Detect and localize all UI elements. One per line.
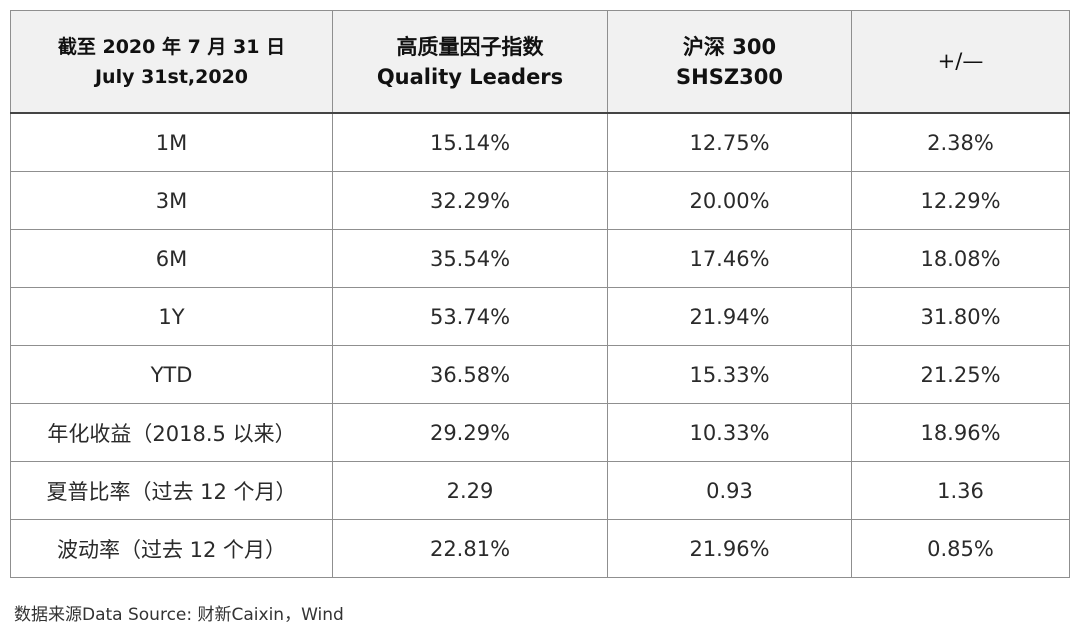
difference-value-cell: 1.36 (851, 461, 1070, 520)
quality-value-cell: 36.58% (332, 345, 608, 404)
quality-value-cell: 29.29% (332, 403, 608, 462)
table-row: 波动率（过去 12 个月） 22.81% 21.96% 0.85% (10, 519, 1070, 578)
header-shsz300: 沪深 300 SHSZ300 (607, 10, 852, 114)
table-row: 3M 32.29% 20.00% 12.29% (10, 171, 1070, 230)
header-date-cn: 截至 2020 年 7 月 31 日 (57, 35, 286, 58)
row-label-cell: 1Y (10, 287, 333, 346)
header-difference-label: +/— (937, 48, 984, 73)
table-body: 1M 15.14% 12.75% 2.38% 3M 32.29% 20.00% 12.29% 6… (10, 112, 1070, 578)
shsz300-value-cell: 15.33% (607, 345, 852, 404)
shsz300-value-cell: 20.00% (607, 171, 852, 230)
header-date: 截至 2020 年 7 月 31 日 July 31st,2020 (10, 10, 333, 114)
difference-value-cell: 12.29% (851, 171, 1070, 230)
row-label-cell: 6M (10, 229, 333, 288)
header-quality-cn: 高质量因子指数 (396, 34, 544, 59)
table-row: 1M 15.14% 12.75% 2.38% (10, 112, 1070, 172)
shsz300-value-cell: 21.94% (607, 287, 852, 346)
difference-value-cell: 0.85% (851, 519, 1070, 578)
quality-value-cell: 53.74% (332, 287, 608, 346)
shsz300-value-cell: 10.33% (607, 403, 852, 462)
row-label-cell: 3M (10, 171, 333, 230)
header-quality-en: Quality Leaders (376, 64, 564, 89)
header-date-en: July 31st,2020 (94, 65, 249, 88)
difference-value-cell: 2.38% (851, 112, 1070, 172)
shsz300-value-cell: 17.46% (607, 229, 852, 288)
row-label-cell: YTD (10, 345, 333, 404)
row-label-cell: 年化收益（2018.5 以来） (10, 403, 333, 462)
header-shsz300-en: SHSZ300 (676, 64, 783, 89)
shsz300-value-cell: 12.75% (607, 112, 852, 172)
table-row: 夏普比率（过去 12 个月） 2.29 0.93 1.36 (10, 461, 1070, 520)
table-header: 截至 2020 年 7 月 31 日 July 31st,2020 高质量因子指… (10, 10, 1070, 114)
data-source-footnote: 数据来源Data Source: 财新Caixin，Wind (14, 605, 344, 625)
shsz300-value-cell: 0.93 (607, 461, 852, 520)
difference-value-cell: 18.96% (851, 403, 1070, 462)
shsz300-value-cell: 21.96% (607, 519, 852, 578)
quality-value-cell: 35.54% (332, 229, 608, 288)
header-difference: +/— (851, 10, 1070, 114)
table-row: YTD 36.58% 15.33% 21.25% (10, 345, 1070, 404)
header-row: 截至 2020 年 7 月 31 日 July 31st,2020 高质量因子指… (10, 10, 1070, 114)
performance-table: 截至 2020 年 7 月 31 日 July 31st,2020 高质量因子指… (10, 10, 1070, 578)
row-label-cell: 1M (10, 112, 333, 172)
table-row: 1Y 53.74% 21.94% 31.80% (10, 287, 1070, 346)
difference-value-cell: 31.80% (851, 287, 1070, 346)
quality-value-cell: 22.81% (332, 519, 608, 578)
quality-value-cell: 2.29 (332, 461, 608, 520)
row-label-cell: 夏普比率（过去 12 个月） (10, 461, 333, 520)
table-row: 6M 35.54% 17.46% 18.08% (10, 229, 1070, 288)
quality-value-cell: 32.29% (332, 171, 608, 230)
row-label-cell: 波动率（过去 12 个月） (10, 519, 333, 578)
header-shsz300-cn: 沪深 300 (682, 34, 777, 59)
quality-value-cell: 15.14% (332, 112, 608, 172)
header-quality: 高质量因子指数 Quality Leaders (332, 10, 608, 114)
difference-value-cell: 18.08% (851, 229, 1070, 288)
table-row: 年化收益（2018.5 以来） 29.29% 10.33% 18.96% (10, 403, 1070, 462)
difference-value-cell: 21.25% (851, 345, 1070, 404)
